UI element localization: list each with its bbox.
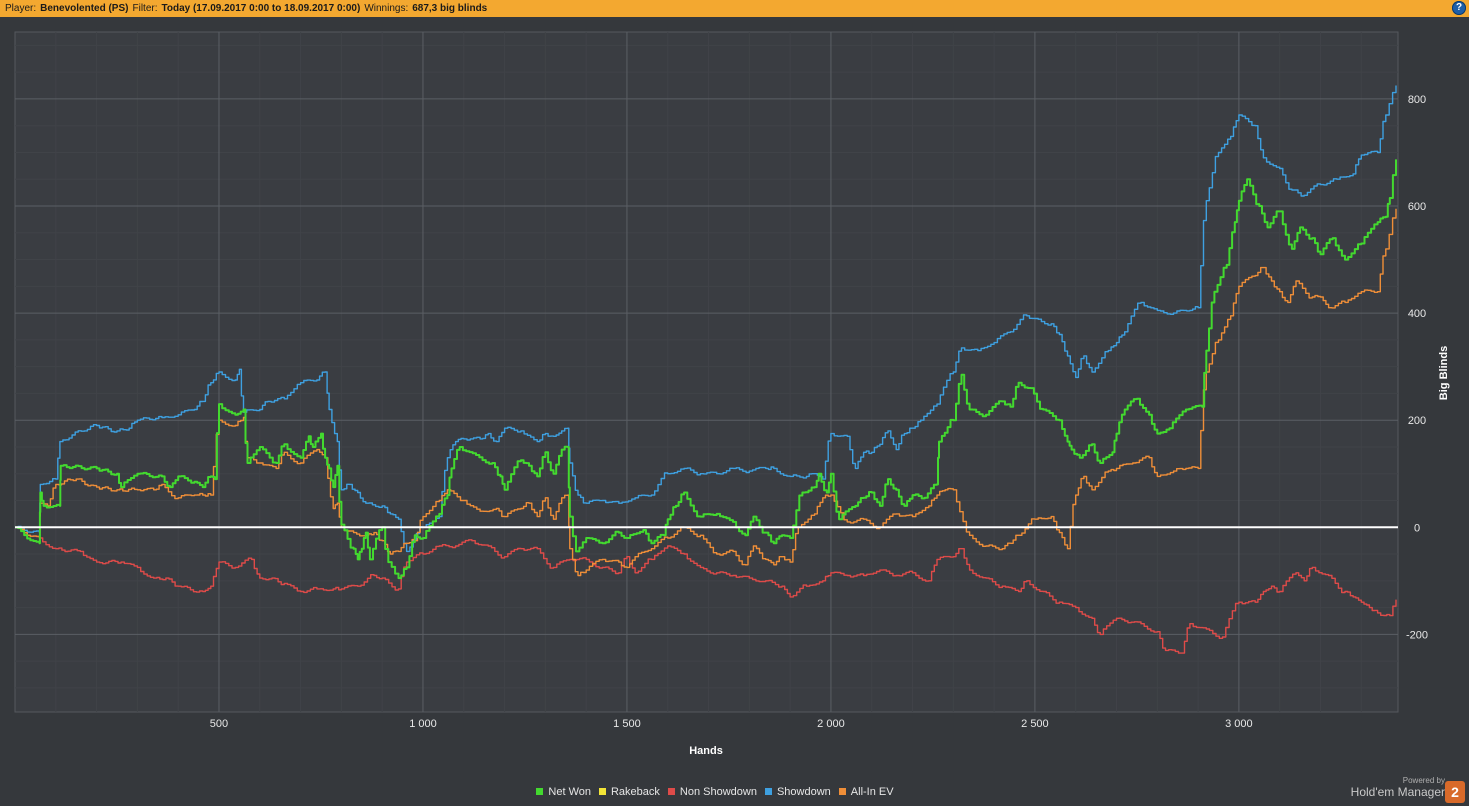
x-tick-label: 2 500: [1021, 718, 1049, 730]
x-axis-title: Hands: [689, 745, 723, 757]
winnings-graph: -200 0 200 400 600 800 500 1 000 1 500 2 000 2 500…: [14, 31, 1450, 757]
series-line-all-in-ev: [15, 208, 1397, 577]
y-axis-title: Big Blinds: [1438, 346, 1450, 400]
y-tick-label: 800: [1408, 94, 1426, 106]
branding: Powered by Hold'em Manager: [1351, 776, 1445, 799]
winnings-value: 687,3 big blinds: [412, 3, 488, 14]
legend-item-non-showdown[interactable]: Non Showdown: [667, 786, 757, 798]
legend-label: Rakeback: [610, 786, 660, 798]
legend-swatch: [536, 787, 544, 795]
legend-item-all-in-ev[interactable]: All-In EV: [838, 786, 894, 798]
filter-label: Filter:: [132, 3, 158, 14]
plot-area: [14, 31, 1399, 713]
x-tick-label: 3 000: [1225, 718, 1253, 730]
legend-label: All-In EV: [850, 786, 894, 798]
player-label: Player:: [5, 3, 37, 14]
legend-swatch: [838, 787, 846, 795]
legend-swatch: [598, 787, 606, 795]
legend-label: Showdown: [776, 786, 831, 798]
y-tick-label: 600: [1408, 201, 1426, 213]
player-filter-bar: Player: Benevolented (PS) Filter: Today (17…: [0, 0, 1469, 17]
x-tick-label: 1 000: [409, 718, 437, 730]
x-tick-label: 1 500: [613, 718, 641, 730]
series-lines: [15, 85, 1398, 654]
legend-item-showdown[interactable]: Showdown: [764, 786, 831, 798]
legend-label: Non Showdown: [679, 786, 757, 798]
legend-label: Net Won: [548, 786, 591, 798]
y-tick-label: 400: [1408, 308, 1426, 320]
y-tick-label: -200: [1406, 629, 1428, 641]
x-tick-label: 2 000: [817, 718, 845, 730]
winnings-label: Winnings:: [364, 3, 409, 14]
series-line-showdown: [15, 85, 1397, 553]
x-tick-label: 500: [210, 718, 228, 730]
y-tick-label: 200: [1408, 415, 1426, 427]
legend-item-net-won[interactable]: Net Won: [536, 786, 591, 798]
series-line-net-won: [15, 159, 1397, 580]
filter-value[interactable]: Today (17.09.2017 0:00 to 18.09.2017 0:0…: [161, 3, 361, 14]
axis-labels: Hands Big Blinds: [689, 346, 1450, 757]
hem2-logo-icon: 2: [1445, 781, 1465, 803]
product-name: Hold'em Manager: [1350, 785, 1445, 799]
chart-legend: Net Won Rakeback Non Showdown Showdown All-I…: [0, 786, 1430, 798]
help-icon[interactable]: ?: [1452, 1, 1466, 15]
legend-swatch: [764, 787, 772, 795]
series-line-non-showdown: [15, 526, 1397, 654]
powered-by-text: Powered by: [1402, 776, 1445, 785]
player-value: Benevolented (PS): [40, 3, 129, 14]
legend-swatch: [667, 787, 675, 795]
legend-item-rakeback[interactable]: Rakeback: [598, 786, 660, 798]
y-tick-label: 0: [1414, 522, 1420, 534]
